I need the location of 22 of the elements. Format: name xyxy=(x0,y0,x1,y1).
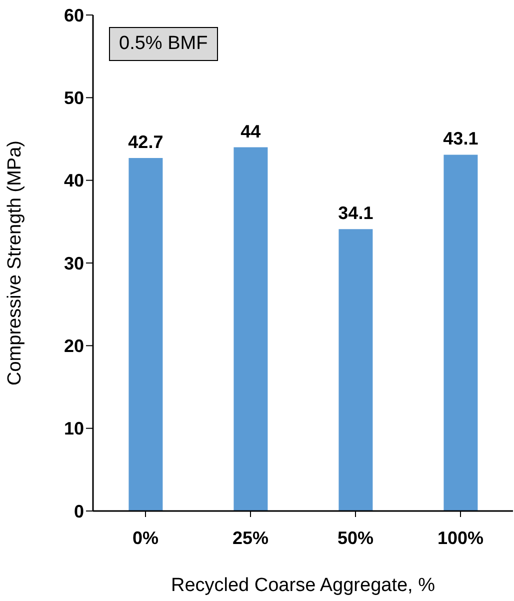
data-label: 34.1 xyxy=(338,203,374,224)
y-axis-title: Compressive Strength (MPa) xyxy=(4,140,26,386)
y-tick-label: 20 xyxy=(64,336,84,356)
bar xyxy=(128,158,163,511)
data-label: 43.1 xyxy=(443,128,478,149)
x-axis-title: Recycled Coarse Aggregate, % xyxy=(170,575,436,596)
data-label: 42.7 xyxy=(128,132,164,152)
bar xyxy=(338,229,373,511)
y-tick-label: 30 xyxy=(64,253,84,274)
x-tick-label: 100% xyxy=(437,528,484,548)
data-label: 44 xyxy=(240,121,261,142)
y-tick-label: 40 xyxy=(64,170,84,191)
x-tick-label: 50% xyxy=(337,528,374,548)
y-tick-label: 60 xyxy=(64,5,84,26)
bar xyxy=(234,147,268,511)
y-tick-label: 0 xyxy=(74,501,84,522)
x-tick-label: 0% xyxy=(132,528,159,548)
bar xyxy=(444,154,478,511)
y-tick-label: 10 xyxy=(64,418,84,439)
x-tick-label: 25% xyxy=(232,528,269,548)
annotation: 0.5% BMF xyxy=(109,27,218,61)
y-tick-label: 50 xyxy=(64,88,84,108)
